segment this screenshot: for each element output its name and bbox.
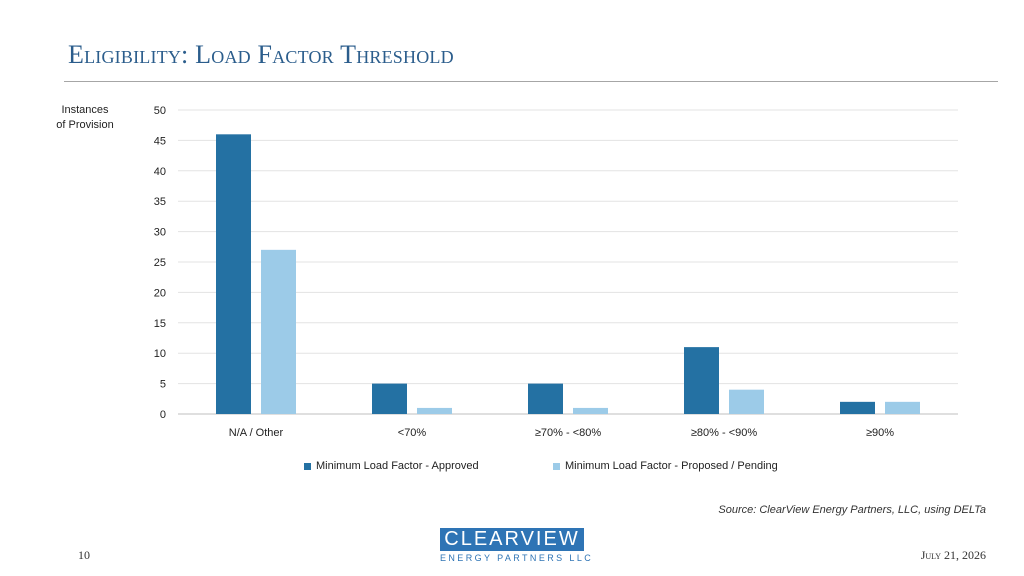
legend-swatch-approved <box>304 462 311 470</box>
y-tick-label: 40 <box>154 166 166 178</box>
bar-approved <box>684 347 719 414</box>
logo-sub-text: ENERGY PARTNERS LLC <box>440 553 594 563</box>
legend-swatch-proposed <box>553 462 560 470</box>
bar-approved <box>216 134 251 414</box>
bar-approved <box>840 401 875 414</box>
bar-proposed <box>729 389 764 414</box>
chart-legend: Minimum Load Factor - Approved Minimum L… <box>0 460 1024 476</box>
slide-date: July 21, 2026 <box>920 548 986 562</box>
bar-proposed <box>573 407 608 414</box>
bar-approved <box>372 383 407 414</box>
bar-chart: 0 5 10 15 20 25 30 35 40 45 50 N/A / Other <70% ≥70%… <box>154 105 958 439</box>
clearview-logo: CLEARVIEW ENERGY PARTNERS LLC <box>440 528 594 566</box>
x-tick-label: ≥90% <box>866 427 894 439</box>
logo-main-text: CLEARVIEW <box>440 528 584 551</box>
source-note: Source: ClearView Energy Partners, LLC, … <box>718 504 986 516</box>
y-tick-label: 5 <box>160 379 166 391</box>
y-tick-label: 35 <box>154 196 166 208</box>
y-axis-label: Instances of Provision <box>40 103 130 133</box>
title-divider <box>64 81 998 82</box>
x-tick-label: ≥70% - <80% <box>535 427 601 439</box>
legend-item-approved: Minimum Load Factor - Approved <box>304 460 479 472</box>
page-number: 10 <box>78 548 90 562</box>
y-tick-label: 0 <box>160 409 166 421</box>
y-tick-label: 20 <box>154 287 166 299</box>
legend-label-proposed: Minimum Load Factor - Proposed / Pending <box>565 460 778 472</box>
y-tick-label: 45 <box>154 135 166 147</box>
y-tick-label: 10 <box>154 348 166 360</box>
x-tick-label: N/A / Other <box>229 427 284 439</box>
x-tick-label: <70% <box>398 427 427 439</box>
y-tick-label: 50 <box>154 105 166 117</box>
y-tick-label: 30 <box>154 227 166 239</box>
y-axis-label-line-1: Instances <box>61 104 109 116</box>
bar-proposed <box>261 249 296 414</box>
legend-item-proposed: Minimum Load Factor - Proposed / Pending <box>553 460 778 472</box>
y-tick-label: 25 <box>154 257 166 269</box>
legend-label-approved: Minimum Load Factor - Approved <box>316 460 479 472</box>
y-axis-label-line-2: of Provision <box>56 119 114 131</box>
bar-proposed <box>885 401 920 414</box>
bar-approved <box>528 383 563 414</box>
y-tick-label: 15 <box>154 318 166 330</box>
x-tick-label: ≥80% - <90% <box>691 427 757 439</box>
bar-proposed <box>417 407 452 414</box>
slide-title: Eligibility: Load Factor Threshold <box>68 40 454 69</box>
